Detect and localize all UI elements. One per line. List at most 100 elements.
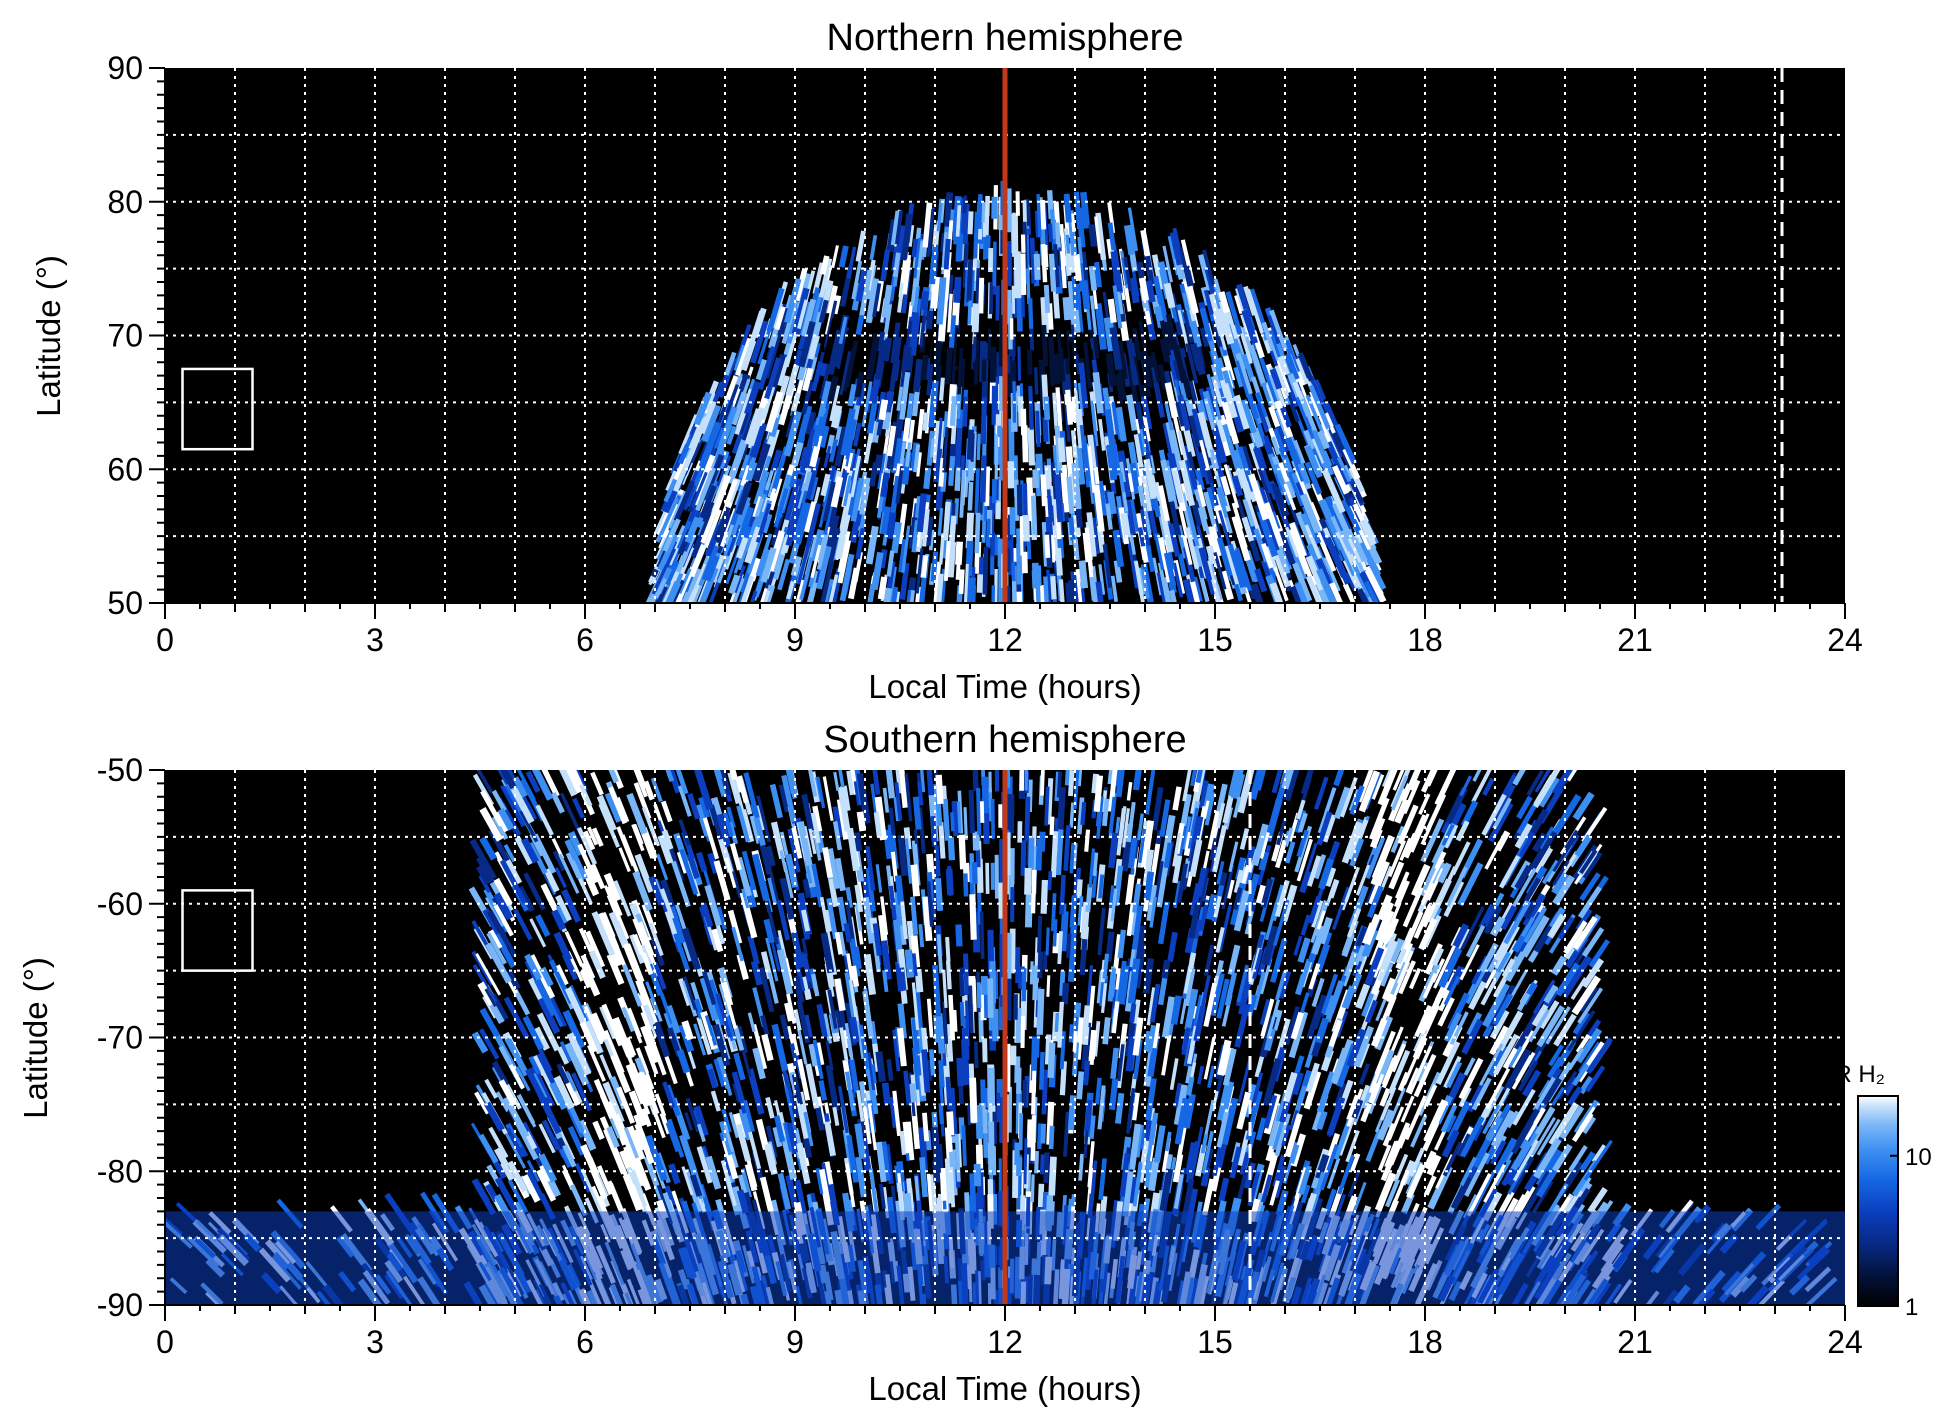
emission-streak xyxy=(1149,896,1158,928)
emission-streak xyxy=(1374,1171,1397,1212)
emission-streak xyxy=(822,847,834,879)
emission-streak xyxy=(1314,854,1327,880)
emission-streak xyxy=(684,516,701,544)
emission-streak xyxy=(1022,514,1030,542)
emission-streak xyxy=(693,391,713,426)
emission-streak xyxy=(1188,815,1204,863)
emission-streak xyxy=(1201,783,1215,815)
emission-streak xyxy=(1319,1144,1339,1191)
emission-streak xyxy=(745,461,758,482)
emission-streak xyxy=(1210,424,1228,464)
emission-streak xyxy=(755,1118,770,1151)
emission-streak xyxy=(599,1006,616,1040)
emission-streak xyxy=(895,432,907,469)
emission-streak xyxy=(648,922,664,957)
emission-streak xyxy=(1203,491,1219,533)
emission-streak xyxy=(887,824,899,870)
emission-streak xyxy=(572,797,585,819)
emission-streak xyxy=(662,1081,676,1109)
emission-streak xyxy=(506,1127,525,1158)
emission-streak xyxy=(738,454,750,479)
emission-streak xyxy=(1512,770,1532,786)
emission-streak xyxy=(755,548,771,578)
emission-streak xyxy=(833,771,840,792)
emission-streak xyxy=(1097,907,1106,956)
emission-streak xyxy=(911,385,921,417)
emission-streak xyxy=(1180,793,1192,827)
emission-streak xyxy=(1385,1178,1401,1208)
emission-streak xyxy=(756,795,772,843)
emission-streak xyxy=(1068,517,1076,541)
emission-streak xyxy=(1220,475,1231,496)
emission-streak xyxy=(1077,896,1084,926)
emission-streak xyxy=(1271,770,1287,794)
emission-streak xyxy=(788,540,801,564)
emission-streak xyxy=(1038,1051,1045,1090)
emission-streak xyxy=(1009,507,1016,535)
emission-streak xyxy=(791,287,810,335)
emission-streak xyxy=(640,1025,660,1064)
emission-streak xyxy=(871,1064,877,1084)
emission-streak xyxy=(1028,298,1034,330)
emission-streak xyxy=(1011,561,1016,582)
emission-streak xyxy=(1210,363,1222,390)
emission-streak xyxy=(1342,583,1361,603)
emission-streak xyxy=(528,1055,542,1075)
emission-streak xyxy=(883,770,896,799)
emission-streak xyxy=(590,863,606,890)
emission-streak xyxy=(770,449,783,472)
emission-streak xyxy=(524,1108,537,1128)
emission-streak xyxy=(1184,1142,1198,1176)
emission-streak xyxy=(577,843,599,884)
emission-streak xyxy=(1145,280,1156,303)
emission-streak xyxy=(1578,1075,1594,1095)
emission-streak xyxy=(1185,285,1199,315)
emission-streak xyxy=(1100,983,1108,1014)
emission-streak xyxy=(1502,1048,1532,1093)
emission-streak xyxy=(606,953,625,986)
emission-streak xyxy=(819,357,833,400)
emission-streak xyxy=(529,770,554,801)
emission-streak xyxy=(695,467,717,512)
emission-streak xyxy=(863,432,874,464)
emission-streak xyxy=(1172,359,1182,380)
emission-streak xyxy=(1365,999,1378,1024)
emission-streak xyxy=(1479,1043,1504,1086)
emission-streak xyxy=(972,770,979,791)
emission-streak xyxy=(696,1146,713,1184)
emission-streak xyxy=(1204,791,1216,826)
emission-streak xyxy=(616,796,630,823)
emission-streak xyxy=(1241,516,1255,542)
emission-streak xyxy=(955,233,964,262)
emission-streak xyxy=(1129,462,1141,495)
emission-streak xyxy=(1189,1062,1197,1082)
emission-streak xyxy=(948,455,956,487)
emission-streak xyxy=(649,936,665,967)
emission-streak xyxy=(1108,832,1119,869)
emission-streak xyxy=(718,406,738,447)
emission-streak xyxy=(1151,254,1164,290)
emission-streak xyxy=(1572,791,1595,821)
emission-streak xyxy=(1577,987,1603,1024)
emission-streak xyxy=(494,1147,509,1168)
emission-streak xyxy=(1298,352,1314,382)
emission-streak xyxy=(853,422,862,447)
emission-streak xyxy=(926,363,934,396)
emission-streak xyxy=(562,1009,586,1049)
emission-streak xyxy=(715,404,728,428)
emission-streak xyxy=(1204,268,1216,295)
emission-streak xyxy=(720,384,739,429)
emission-streak xyxy=(1063,825,1071,871)
emission-streak xyxy=(929,1049,936,1076)
emission-streak xyxy=(1177,394,1191,432)
emission-streak xyxy=(809,416,825,462)
emission-streak xyxy=(1110,250,1123,292)
emission-streak xyxy=(900,346,912,388)
emission-streak xyxy=(1326,1157,1341,1190)
emission-streak xyxy=(1255,403,1270,433)
emission-streak xyxy=(744,510,764,553)
emission-streak xyxy=(999,934,1004,978)
emission-streak xyxy=(1193,545,1203,567)
emission-streak xyxy=(1552,834,1578,873)
emission-streak xyxy=(1126,781,1133,801)
